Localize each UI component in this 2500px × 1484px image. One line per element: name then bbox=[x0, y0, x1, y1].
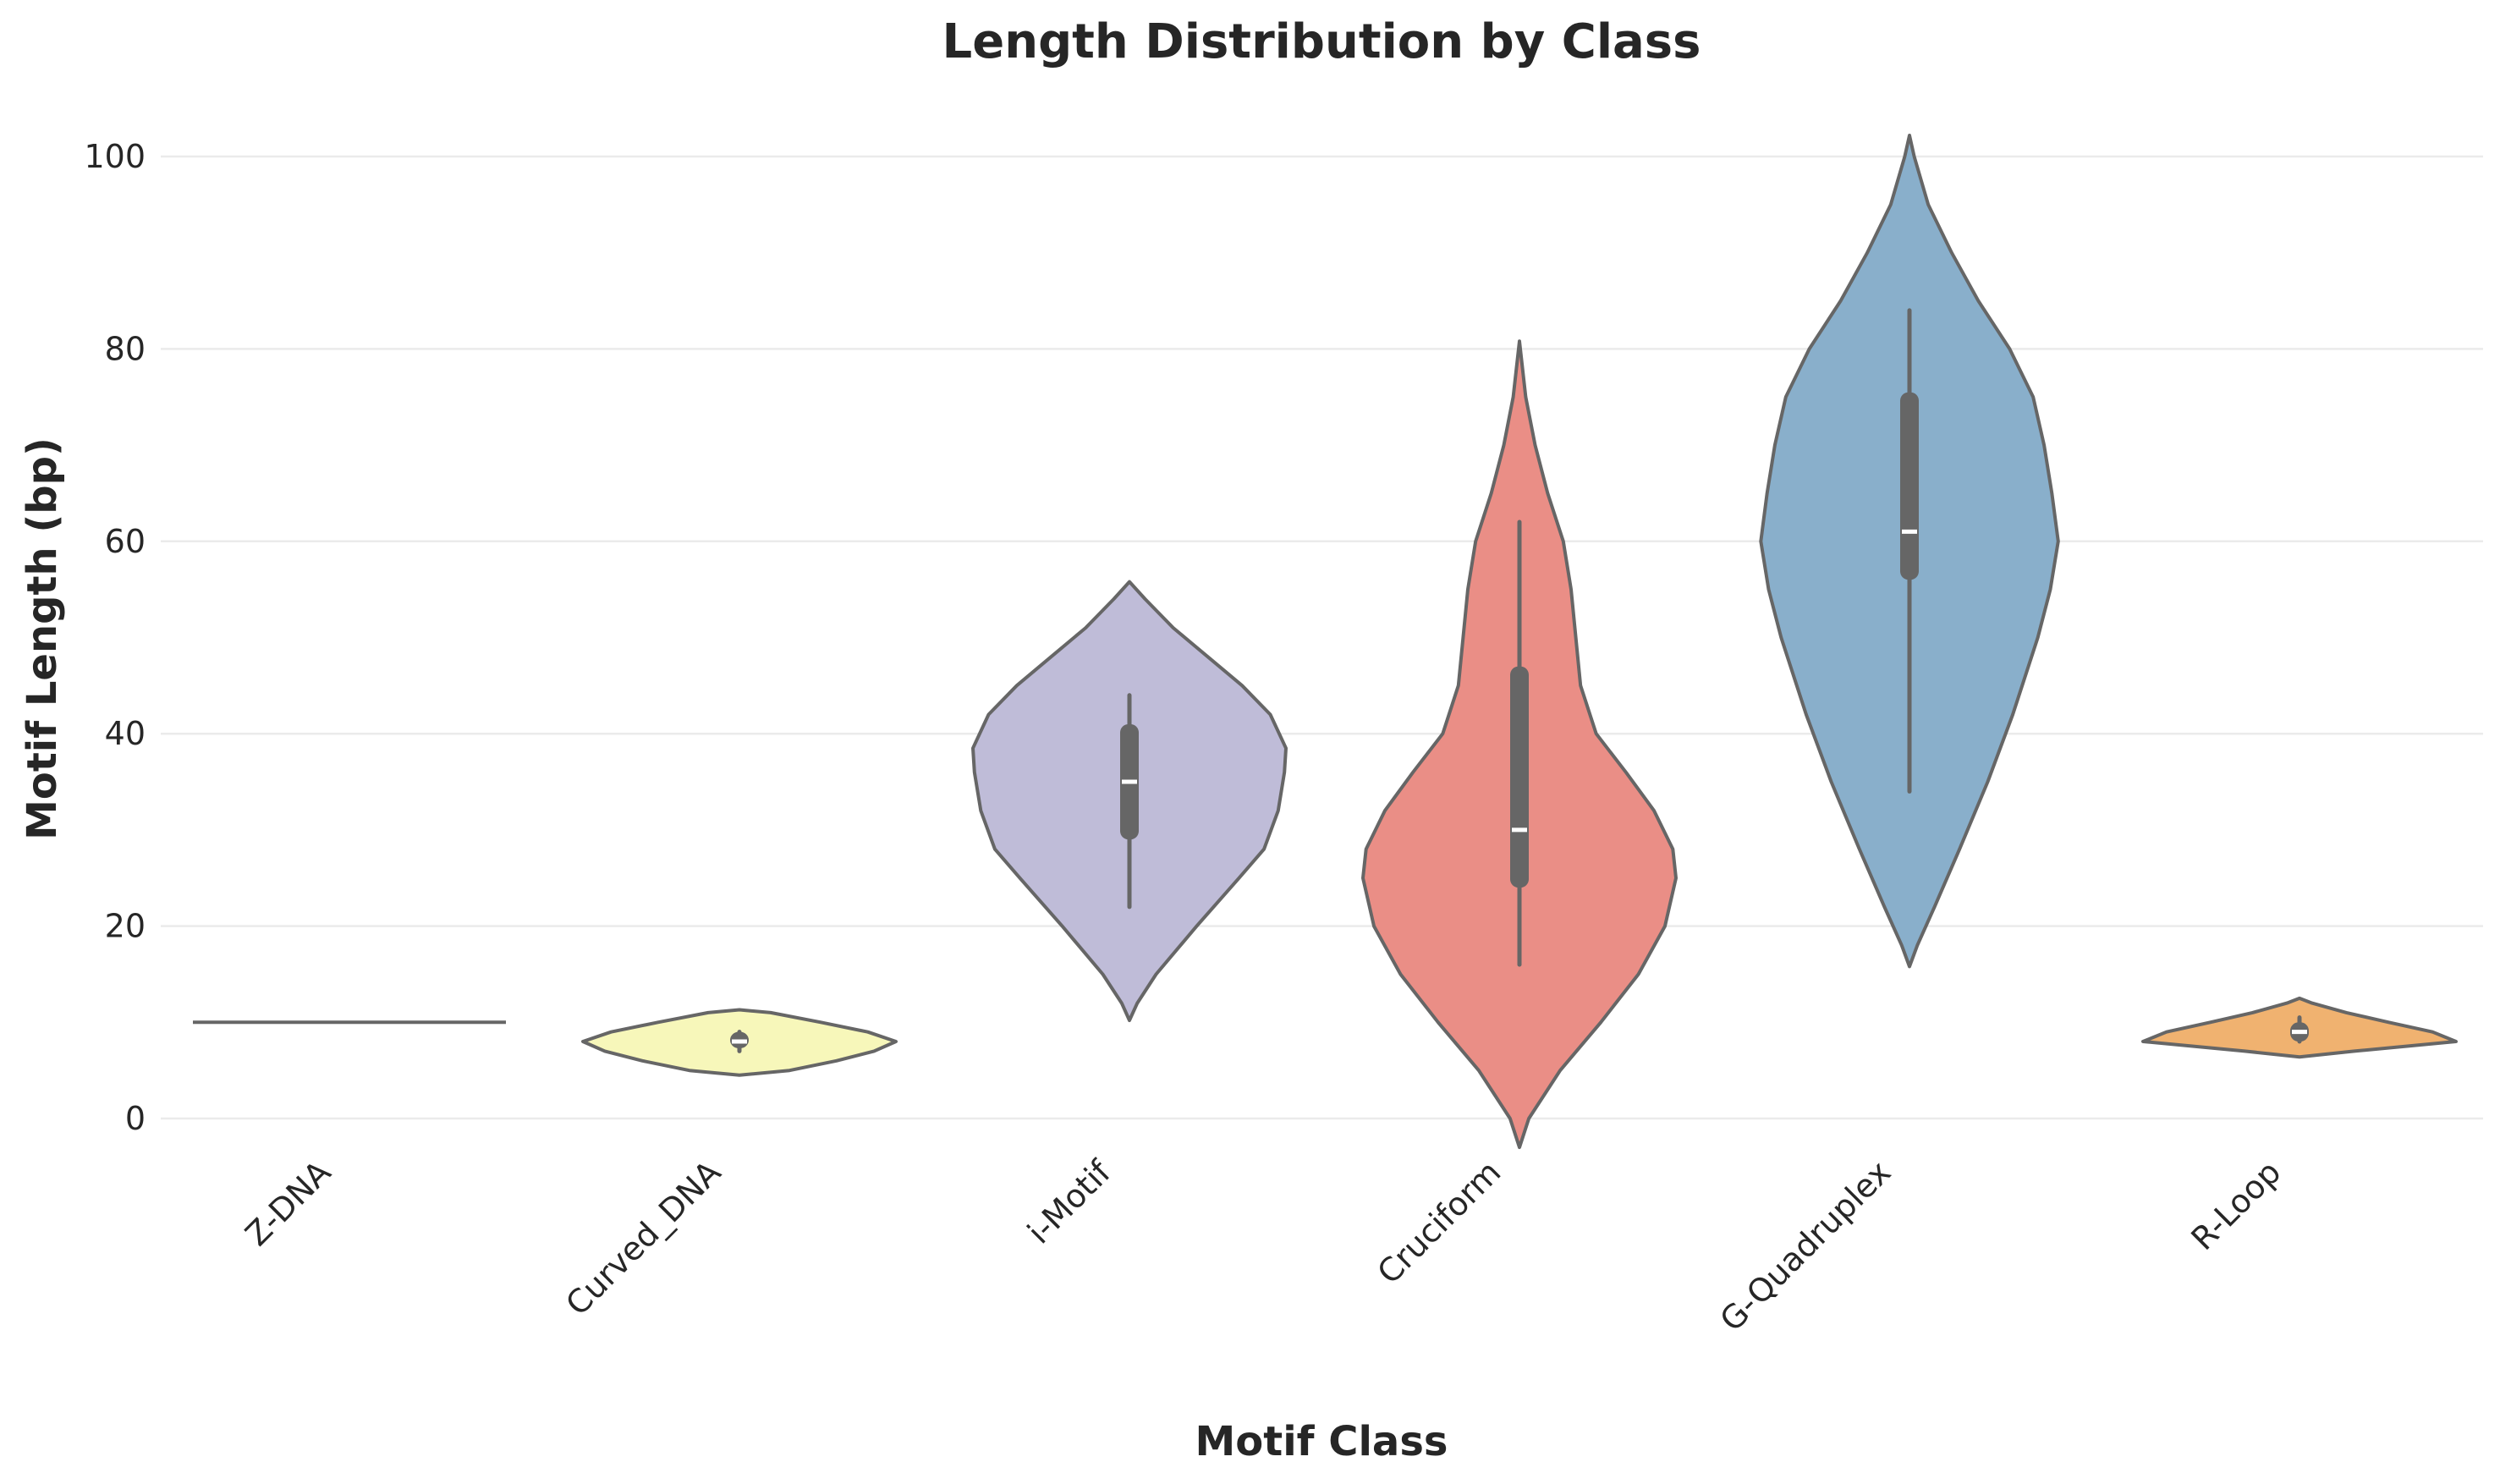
iqr-box bbox=[1510, 666, 1529, 888]
y-tick-label: 0 bbox=[125, 1100, 146, 1137]
x-tick-label: Cruciform bbox=[1371, 1153, 1508, 1291]
y-tick-label: 100 bbox=[84, 138, 146, 175]
x-tick-label: Curved_DNA bbox=[558, 1153, 728, 1322]
x-tick-label: R-Loop bbox=[2184, 1153, 2288, 1257]
y-tick-labels: 0 20 40 60 80 100 bbox=[84, 138, 146, 1137]
iqr-box bbox=[1900, 392, 1919, 580]
violin-i-motif bbox=[971, 580, 1288, 1022]
gridlines bbox=[161, 155, 2483, 1120]
x-tick-label: i-Motif bbox=[1020, 1152, 1119, 1251]
chart-title: Length Distribution by Class bbox=[942, 14, 1701, 69]
y-tick-label: 80 bbox=[105, 330, 146, 367]
x-tick-labels: Z-DNA Curved_DNA i-Motif Cruciform G-Quadrup… bbox=[238, 1152, 2288, 1338]
x-axis-label: Motif Class bbox=[1195, 1418, 1448, 1465]
x-tick-label: G-Quadruplex bbox=[1712, 1153, 1898, 1338]
y-axis-label: Motif Length (bp) bbox=[19, 437, 66, 840]
violins bbox=[193, 134, 2458, 1150]
y-tick-label: 60 bbox=[105, 523, 146, 560]
violin-g-quadruplex bbox=[1759, 134, 2060, 969]
violin-r-loop bbox=[2141, 996, 2458, 1059]
y-tick-label: 20 bbox=[105, 908, 146, 945]
x-tick-label: Z-DNA bbox=[238, 1153, 338, 1253]
y-tick-label: 40 bbox=[105, 715, 146, 752]
violin-curved-dna bbox=[581, 1008, 898, 1077]
violin-cruciform bbox=[1361, 339, 1678, 1150]
